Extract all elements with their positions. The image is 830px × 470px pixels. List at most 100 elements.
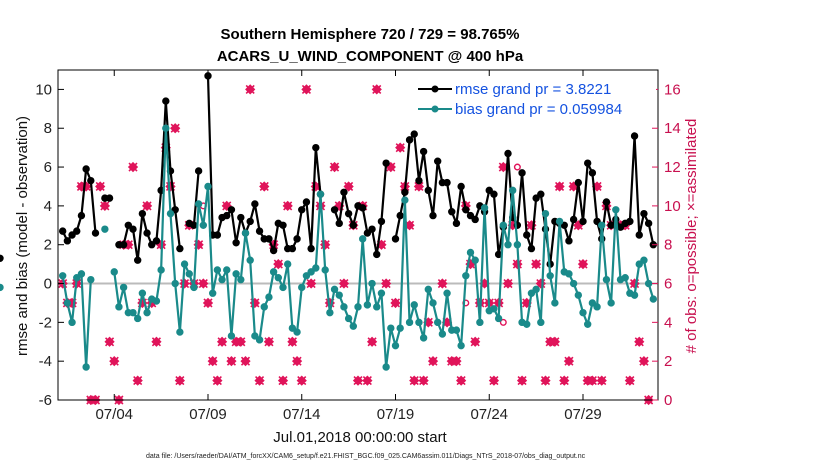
- obs-assimilated-shape: [530, 258, 542, 270]
- rmse-point: [58, 227, 67, 235]
- bias-point: [396, 324, 404, 332]
- obs-assimilated-shape: [577, 258, 589, 270]
- obs-assimilated-shape: [277, 375, 289, 386]
- obs-assimilated-shape: [151, 336, 162, 347]
- obs-assimilated-shape: [207, 356, 218, 367]
- bias-point: [551, 299, 559, 307]
- obs-assimilated-shape: [282, 200, 293, 212]
- bias-point: [354, 303, 362, 311]
- obs-assimilated-marker: [287, 336, 298, 347]
- obs-possible-marker: [410, 377, 418, 385]
- obs-assimilated-shape: [95, 181, 106, 192]
- bias-point: [419, 334, 428, 342]
- obs-assimilated-marker: [380, 278, 392, 289]
- y-tick-label: 0: [44, 276, 52, 293]
- bias-point: [223, 266, 231, 274]
- bias-point: [255, 336, 264, 344]
- bias-point: [143, 308, 151, 317]
- bias-point: [565, 270, 573, 278]
- bias-point: [494, 314, 503, 323]
- bias-point: [433, 318, 442, 327]
- rmse-point: [415, 176, 423, 185]
- bias-point: [340, 303, 348, 311]
- bias-point: [307, 268, 315, 276]
- obs-assimilated-shape: [301, 84, 312, 95]
- obs-assimilated-shape: [198, 278, 209, 289]
- obs-assimilated-shape: [216, 336, 228, 347]
- rmse-point: [73, 227, 81, 235]
- obs-assimilated-marker: [174, 375, 186, 386]
- obs-assimilated-marker: [338, 278, 350, 289]
- x-tick-label: 07/19: [377, 406, 415, 423]
- rmse-point: [152, 237, 161, 245]
- obs-assimilated-shape: [212, 375, 223, 386]
- y-tick-label: 6: [44, 159, 52, 176]
- bias-point: [279, 283, 287, 292]
- legend-bias-label: bias grand pr = 0.059984: [455, 101, 622, 118]
- rmse-point: [87, 176, 95, 185]
- rmse-point: [607, 221, 615, 229]
- obs-assimilated-shape: [259, 181, 270, 192]
- rmse-point: [588, 169, 597, 177]
- bias-point: [490, 305, 498, 313]
- chart-title: Southern Hemisphere 720 / 729 = 98.765%: [221, 26, 520, 43]
- obs-assimilated-shape: [287, 336, 298, 347]
- rmse-point: [368, 225, 376, 233]
- rmse-point: [560, 221, 568, 229]
- bias-point: [138, 289, 147, 297]
- bias-point: [213, 266, 222, 274]
- obs-assimilated-marker: [596, 375, 607, 386]
- obs-assimilated-shape: [427, 356, 439, 367]
- bias-point: [162, 124, 170, 132]
- bias-point: [227, 332, 236, 340]
- bias-point: [513, 241, 522, 249]
- rmse-point: [143, 229, 151, 237]
- bias-point: [537, 318, 545, 327]
- rmse-point: [579, 217, 587, 226]
- bias-point: [133, 314, 142, 323]
- obs-assimilated-marker: [282, 200, 293, 212]
- rmse-point: [335, 219, 343, 228]
- bias-point: [87, 275, 95, 284]
- bias-point: [527, 289, 536, 297]
- bias-point: [288, 324, 297, 332]
- rmse-point: [462, 206, 470, 214]
- bias-point: [429, 299, 437, 307]
- rmse-point: [396, 211, 404, 220]
- bias-point: [377, 289, 386, 297]
- x-tick-label: 07/29: [564, 406, 602, 423]
- obs-assimilated-shape: [624, 375, 636, 386]
- y-tick-label: 8: [44, 120, 52, 137]
- rmse-point: [246, 217, 254, 226]
- bias-point: [199, 221, 208, 229]
- obs-assimilated-marker: [132, 375, 143, 386]
- obs-assimilated-shape: [141, 200, 153, 212]
- obs-assimilated-shape: [240, 356, 251, 367]
- obs-assimilated-shape: [371, 84, 382, 95]
- obs-assimilated-marker: [305, 278, 317, 289]
- obs-assimilated-shape: [554, 181, 565, 192]
- bias-point: [598, 221, 606, 229]
- rmse-point: [129, 225, 137, 233]
- bias-point: [640, 256, 648, 264]
- bias-point: [246, 256, 254, 264]
- rmse-point: [443, 178, 451, 187]
- rmse-point: [279, 221, 287, 229]
- rmse-point: [213, 231, 222, 239]
- obs-assimilated-shape: [235, 336, 246, 347]
- y-tick-label: -2: [39, 314, 52, 331]
- bias-point: [68, 318, 76, 327]
- bias-point: [208, 289, 217, 297]
- bias-point: [405, 318, 414, 327]
- bias-point: [612, 206, 620, 214]
- rmse-point: [223, 211, 231, 220]
- rmse-point: [527, 244, 536, 253]
- bias-point: [326, 308, 334, 317]
- obs-assimilated-marker: [343, 181, 354, 192]
- obs-assimilated-marker: [99, 200, 111, 212]
- rmse-point: [602, 198, 611, 206]
- bias-point: [110, 268, 118, 276]
- obs-assimilated-marker: [301, 84, 312, 95]
- bias-point: [504, 241, 512, 249]
- bias-point: [260, 303, 268, 311]
